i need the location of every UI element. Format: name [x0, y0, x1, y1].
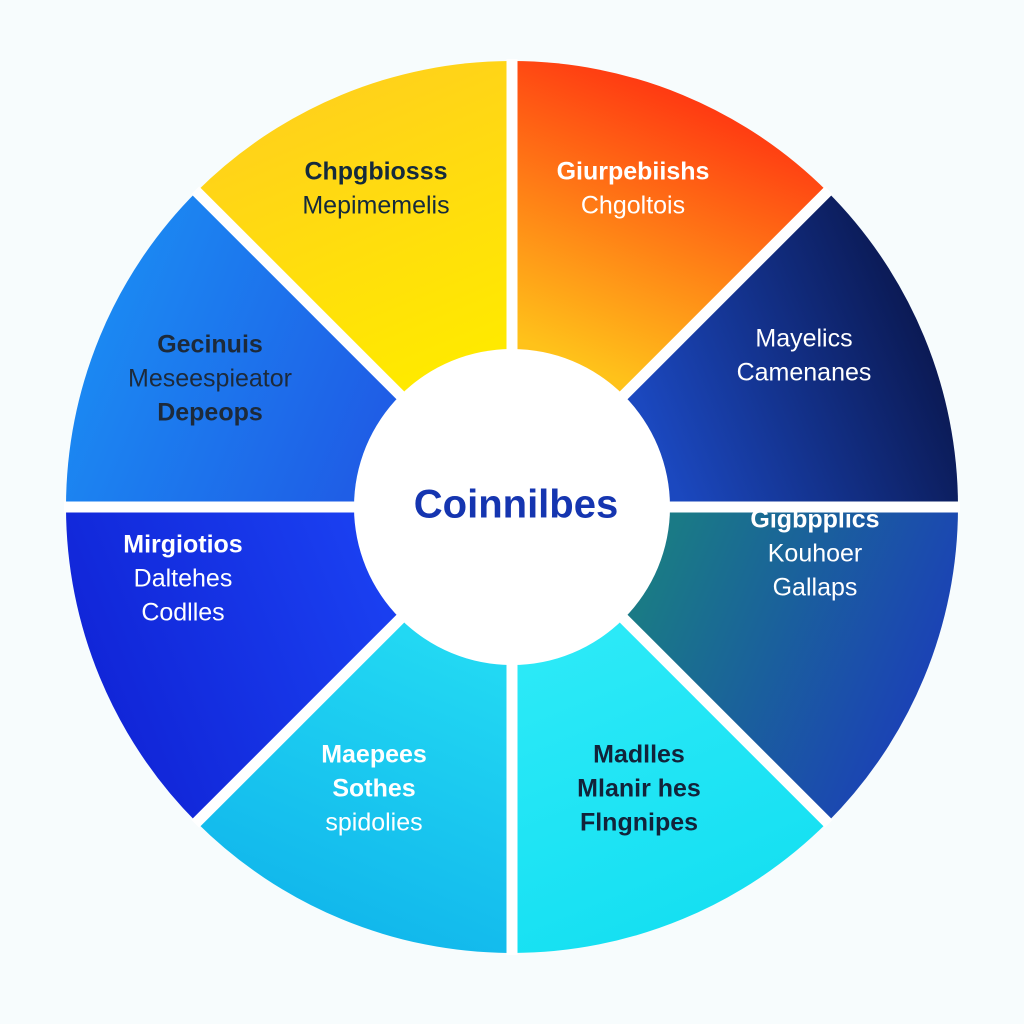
segment-label-blue-teal-line-1: Mayelics — [755, 325, 852, 353]
segment-label-yellow-line-2: Meseespieator — [128, 365, 292, 393]
segment-label-red-orange-line-2: Mepimemelis — [302, 192, 449, 220]
segment-label-red-orange-line-1: Chpgbiosss — [304, 158, 447, 186]
segment-label-sky-blue-line-1: Mirgiotios — [123, 531, 242, 559]
segment-label-yellow-line-3: Depeops — [157, 399, 263, 427]
segment-label-navy-line-1: Giurpebiishs — [557, 158, 710, 186]
center-hub — [354, 349, 670, 665]
segment-label-sky-blue-line-3: Codlles — [141, 599, 224, 627]
segment-label-light-cyan-line-1: Madlles — [593, 741, 685, 769]
segment-label-cyan-line-2: Kouhoer — [768, 540, 863, 568]
segment-label-cyan-line-3: Gallaps — [773, 574, 858, 602]
segment-label-royal-blue-line-3: spidolies — [325, 809, 422, 837]
center-label: Coinnilbes — [414, 483, 618, 527]
segment-label-sky-blue-line-2: Daltehes — [134, 565, 233, 593]
segment-label-blue-teal-line-2: Camenanes — [737, 359, 872, 387]
label-layer: Chpgbiosss Mepimemelis Giurpebiishs Chgolto… — [123, 158, 879, 837]
segment-label-light-cyan-line-3: Flngnipes — [580, 809, 698, 837]
segment-label-navy-line-2: Chgoltois — [581, 192, 685, 220]
segment-label-light-cyan-line-2: Mlanir hes — [577, 775, 701, 803]
segment-label-cyan-line-1: Gigbpplics — [750, 506, 879, 534]
segment-label-yellow-line-1: Gecinuis — [157, 331, 263, 359]
segment-label-royal-blue-line-2: Sothes — [332, 775, 415, 803]
segment-label-royal-blue-line-1: Maepees — [321, 741, 427, 769]
